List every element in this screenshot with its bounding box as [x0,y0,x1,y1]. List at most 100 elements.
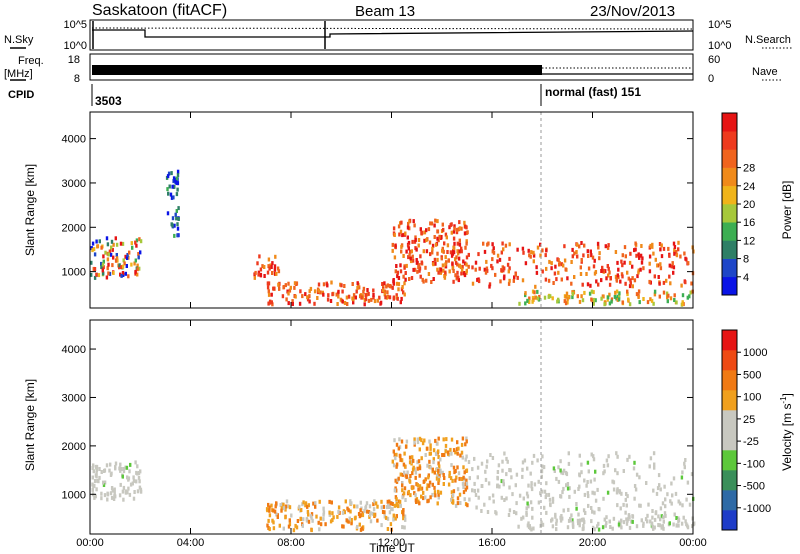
range-cell [266,523,269,528]
range-cell [392,449,395,454]
range-cell [455,230,459,235]
range-cell [648,279,651,284]
range-cell [673,293,676,298]
range-cell [590,519,593,524]
freq-label: Freq. [18,55,44,67]
range-cell [673,512,676,517]
range-cell [579,272,583,276]
range-cell [407,221,410,226]
range-cell [646,300,650,305]
x-tick-label: 08:00 [277,537,305,549]
range-cell [600,278,603,283]
range-cell [504,243,508,248]
range-cell [427,483,431,488]
range-cell [587,503,590,508]
range-cell [407,489,410,494]
range-cell [462,485,465,490]
colorbar-block [722,450,737,471]
range-cell [449,250,453,255]
range-cell [567,518,571,523]
range-cell [512,510,516,514]
range-cell [112,255,115,260]
range-cell [580,294,583,299]
range-cell [564,294,567,299]
range-cell [434,242,438,247]
range-cell [597,521,600,526]
range-cell [410,276,414,280]
range-cell [682,515,685,520]
range-cell [557,258,560,263]
range-cell [578,523,581,528]
range-cell [441,263,445,268]
range-cell [622,502,625,507]
range-cell [95,487,98,492]
range-cell [578,484,581,489]
range-cell [591,298,594,303]
range-cell [435,473,439,478]
range-cell [672,241,676,246]
range-cell [95,272,98,277]
range-cell [602,496,605,501]
range-cell [381,510,385,514]
range-cell [408,478,411,483]
range-cell [462,259,465,264]
range-cell [659,262,662,267]
range-cell [94,473,98,478]
range-cell [669,296,673,301]
range-cell [100,491,103,496]
range-cell [412,458,415,463]
range-cell [174,212,177,217]
range-cell [684,256,687,261]
range-cell [672,270,675,275]
range-cell [367,291,370,296]
range-cell [398,232,401,237]
range-cell [118,466,121,471]
range-cell [409,256,412,261]
range-cell [620,272,624,277]
range-cell [423,230,427,235]
range-cell [465,454,468,459]
range-cell [436,229,440,234]
range-cell [474,493,478,497]
range-cell [596,487,599,492]
range-cell [506,459,509,464]
range-cell [294,294,297,299]
range-cell [270,503,273,508]
range-cell [460,271,463,276]
range-cell [422,490,425,495]
range-cell [524,291,527,296]
range-cell [138,237,141,242]
range-cell [324,522,327,527]
range-cell [413,223,416,228]
range-cell [551,517,554,522]
range-cell [488,282,492,287]
range-cell [578,453,581,458]
range-cell [135,238,139,243]
range-cell [590,506,593,510]
range-cell [417,459,421,464]
range-cell [598,251,601,256]
range-cell [336,302,339,306]
range-cell [562,486,565,491]
velocity-x-axis: 00:00 04:00 08:00 12:00 16:00 20:00 00:00 [76,320,707,549]
range-cell [532,253,536,258]
range-cell [521,246,525,251]
range-cell [626,457,629,462]
range-cell [370,297,373,302]
range-cell [106,491,109,496]
range-cell [392,296,395,301]
range-cell [356,281,359,286]
range-cell [562,508,565,513]
range-cell [527,483,530,488]
range-cell [481,484,484,488]
range-cell [667,246,670,251]
range-cell [602,268,605,273]
range-cell [661,501,665,506]
range-cell [113,487,116,492]
range-cell [463,220,466,225]
range-cell [686,295,689,300]
range-cell [687,261,690,266]
range-cell [458,476,461,481]
velocity-colorbar-label-main: Velocity [m s [780,404,794,471]
